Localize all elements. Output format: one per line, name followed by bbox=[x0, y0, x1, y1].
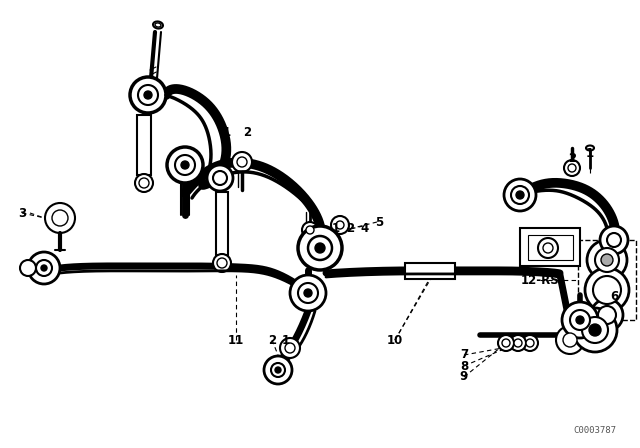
Circle shape bbox=[271, 363, 285, 377]
Circle shape bbox=[568, 164, 576, 172]
Text: 5: 5 bbox=[375, 215, 383, 228]
Circle shape bbox=[593, 276, 621, 304]
Circle shape bbox=[135, 174, 153, 192]
Circle shape bbox=[562, 302, 598, 338]
Text: 1: 1 bbox=[223, 125, 231, 138]
Text: 2: 2 bbox=[346, 221, 354, 234]
Text: 9: 9 bbox=[460, 370, 468, 383]
Circle shape bbox=[600, 226, 628, 254]
Ellipse shape bbox=[586, 146, 594, 151]
Text: 1: 1 bbox=[282, 333, 290, 346]
Circle shape bbox=[315, 243, 325, 253]
Circle shape bbox=[181, 161, 189, 169]
Text: 8: 8 bbox=[460, 359, 468, 372]
Bar bbox=[216, 192, 228, 255]
Circle shape bbox=[556, 326, 584, 354]
Circle shape bbox=[502, 339, 510, 347]
Circle shape bbox=[217, 258, 227, 268]
Bar bbox=[405, 263, 455, 279]
Circle shape bbox=[298, 283, 318, 303]
Circle shape bbox=[331, 216, 349, 234]
Circle shape bbox=[510, 335, 526, 351]
Circle shape bbox=[304, 289, 312, 297]
Text: 4: 4 bbox=[361, 221, 369, 234]
Text: 1: 1 bbox=[332, 221, 340, 234]
Circle shape bbox=[498, 335, 514, 351]
Circle shape bbox=[139, 178, 149, 188]
Text: 7: 7 bbox=[460, 349, 468, 362]
Circle shape bbox=[302, 222, 318, 238]
Circle shape bbox=[543, 243, 553, 253]
Circle shape bbox=[167, 147, 203, 183]
Text: 2: 2 bbox=[268, 333, 276, 346]
Circle shape bbox=[598, 306, 616, 324]
Circle shape bbox=[591, 299, 623, 331]
Circle shape bbox=[290, 275, 326, 311]
Text: 6: 6 bbox=[610, 289, 618, 302]
Circle shape bbox=[52, 210, 68, 226]
Circle shape bbox=[564, 160, 580, 176]
Circle shape bbox=[41, 265, 47, 271]
Circle shape bbox=[298, 226, 342, 270]
Circle shape bbox=[504, 179, 536, 211]
Circle shape bbox=[130, 77, 166, 113]
Circle shape bbox=[213, 171, 227, 185]
Circle shape bbox=[526, 339, 534, 347]
Ellipse shape bbox=[153, 22, 163, 29]
Circle shape bbox=[237, 157, 247, 167]
Circle shape bbox=[280, 338, 300, 358]
Text: 2: 2 bbox=[243, 125, 251, 138]
Circle shape bbox=[516, 191, 524, 199]
Bar bbox=[578, 240, 636, 320]
Circle shape bbox=[573, 308, 617, 352]
Text: 10: 10 bbox=[387, 333, 403, 346]
Circle shape bbox=[306, 226, 314, 234]
Circle shape bbox=[264, 356, 292, 384]
Circle shape bbox=[585, 268, 629, 312]
Circle shape bbox=[576, 316, 584, 324]
Circle shape bbox=[589, 324, 601, 336]
Circle shape bbox=[144, 91, 152, 99]
Circle shape bbox=[595, 248, 619, 272]
Circle shape bbox=[336, 221, 344, 229]
Circle shape bbox=[582, 317, 608, 343]
Circle shape bbox=[538, 238, 558, 258]
Ellipse shape bbox=[155, 23, 161, 27]
Circle shape bbox=[570, 310, 590, 330]
Text: 2: 2 bbox=[568, 151, 576, 164]
Circle shape bbox=[138, 85, 158, 105]
Bar bbox=[520, 228, 580, 266]
Bar bbox=[528, 235, 573, 260]
Circle shape bbox=[275, 367, 281, 373]
Circle shape bbox=[45, 203, 75, 233]
Circle shape bbox=[522, 335, 538, 351]
Circle shape bbox=[601, 254, 613, 266]
Circle shape bbox=[232, 152, 252, 172]
Text: 3: 3 bbox=[18, 207, 26, 220]
Bar bbox=[137, 115, 151, 175]
Circle shape bbox=[36, 260, 52, 276]
Circle shape bbox=[20, 260, 36, 276]
Circle shape bbox=[285, 343, 295, 353]
Text: 1: 1 bbox=[586, 146, 594, 159]
Circle shape bbox=[175, 155, 195, 175]
Circle shape bbox=[207, 165, 233, 191]
Text: 12-RS: 12-RS bbox=[520, 273, 559, 287]
Circle shape bbox=[213, 254, 231, 272]
Circle shape bbox=[563, 333, 577, 347]
Circle shape bbox=[607, 233, 621, 247]
Circle shape bbox=[514, 339, 522, 347]
Text: C0003787: C0003787 bbox=[573, 426, 616, 435]
Text: 11: 11 bbox=[228, 333, 244, 346]
Circle shape bbox=[511, 186, 529, 204]
Circle shape bbox=[587, 240, 627, 280]
Circle shape bbox=[308, 236, 332, 260]
Circle shape bbox=[28, 252, 60, 284]
